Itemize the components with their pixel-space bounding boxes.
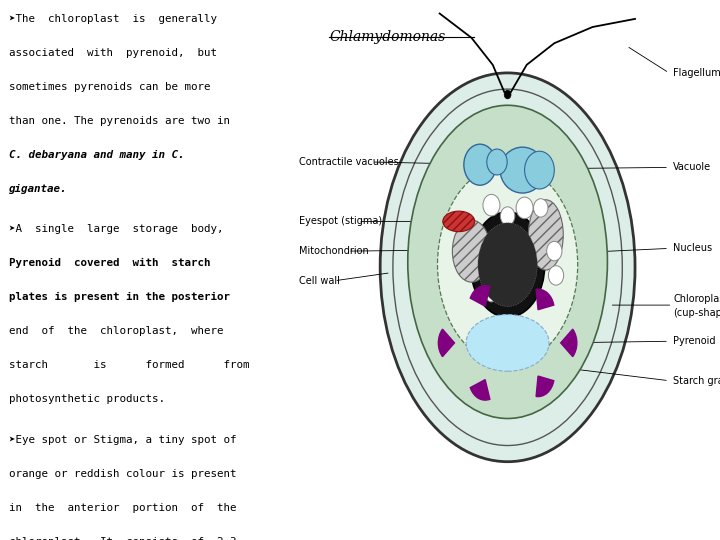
Text: ➤The  chloroplast  is  generally: ➤The chloroplast is generally (9, 14, 217, 24)
Text: Flagellum: Flagellum (673, 68, 720, 78)
Text: chloroplast.  It  consists  of  2-3,: chloroplast. It consists of 2-3, (9, 537, 243, 540)
Text: photosynthetic products.: photosynthetic products. (9, 394, 165, 404)
Text: Eyespot (stigma): Eyespot (stigma) (300, 217, 382, 226)
Ellipse shape (525, 151, 554, 189)
Ellipse shape (380, 73, 635, 462)
Text: Starch grains: Starch grains (673, 376, 720, 386)
Text: plates is present in the posterior: plates is present in the posterior (9, 292, 230, 302)
Ellipse shape (438, 165, 577, 364)
Ellipse shape (443, 211, 474, 232)
Circle shape (487, 149, 507, 175)
Text: Contractile vacuoles: Contractile vacuoles (300, 157, 399, 167)
Circle shape (504, 90, 511, 99)
Text: Nucleus: Nucleus (673, 244, 712, 253)
Text: Chlamydomonas: Chlamydomonas (329, 30, 446, 44)
Ellipse shape (408, 105, 608, 419)
Text: orange or reddish colour is present: orange or reddish colour is present (9, 469, 236, 479)
Text: C. debaryana and many in C.: C. debaryana and many in C. (9, 150, 184, 160)
Wedge shape (536, 376, 554, 396)
Text: associated  with  pyrenoid,  but: associated with pyrenoid, but (9, 48, 217, 58)
Circle shape (549, 266, 564, 285)
Wedge shape (470, 380, 490, 400)
Circle shape (480, 260, 495, 280)
Circle shape (534, 199, 548, 217)
Text: in  the  anterior  portion  of  the: in the anterior portion of the (9, 503, 236, 513)
Text: ➤A  single  large  storage  body,: ➤A single large storage body, (9, 224, 223, 234)
Ellipse shape (528, 200, 563, 270)
Text: Pyrenoid  covered  with  starch: Pyrenoid covered with starch (9, 258, 210, 268)
Text: sometimes pyrenoids can be more: sometimes pyrenoids can be more (9, 82, 210, 92)
Text: Mitochondrion: Mitochondrion (300, 246, 369, 256)
Circle shape (483, 194, 500, 216)
Wedge shape (438, 329, 454, 356)
Circle shape (485, 287, 498, 302)
Wedge shape (470, 286, 490, 306)
Text: Vacuole: Vacuole (673, 163, 711, 172)
Circle shape (516, 197, 533, 219)
Wedge shape (561, 329, 577, 356)
Text: starch       is      formed      from: starch is formed from (9, 360, 249, 370)
Text: Chloroplast: Chloroplast (673, 294, 720, 303)
Text: ➤Eye spot or Stigma, a tiny spot of: ➤Eye spot or Stigma, a tiny spot of (9, 435, 236, 445)
Circle shape (464, 144, 496, 185)
Text: gigantae.: gigantae. (9, 184, 68, 194)
Circle shape (546, 241, 562, 261)
Text: than one. The pyrenoids are two in: than one. The pyrenoids are two in (9, 116, 230, 126)
Ellipse shape (466, 314, 549, 372)
Text: Cell wall: Cell wall (300, 276, 341, 286)
Circle shape (500, 207, 515, 225)
Wedge shape (536, 289, 554, 310)
Text: Pyrenoid: Pyrenoid (673, 336, 716, 346)
Ellipse shape (452, 220, 490, 282)
Text: (cup-shaped): (cup-shaped) (673, 308, 720, 318)
Ellipse shape (470, 212, 545, 318)
Text: end  of  the  chloroplast,  where: end of the chloroplast, where (9, 326, 223, 336)
Ellipse shape (500, 147, 545, 193)
Ellipse shape (478, 222, 537, 307)
